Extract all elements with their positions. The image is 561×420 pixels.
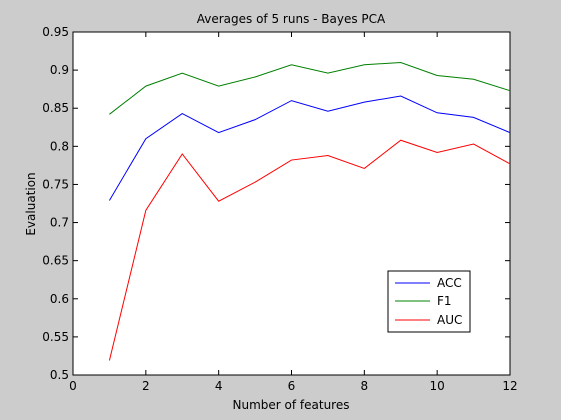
y-tick-label: 0.6 [50,292,69,306]
y-tick-label: 0.95 [42,25,69,39]
legend-label-f1: F1 [437,294,452,308]
legend: ACC F1 AUC [387,270,471,333]
series-line-auc [108,139,511,361]
axis-ticks: 0 2 4 6 8 10 12 0.5 0.55 0.6 0.65 0.7 0.75 0.8 0.85 0.9… [42,25,517,393]
x-tick-label: 4 [215,379,223,393]
y-tick-label: 0.65 [42,254,69,268]
series-line-f1 [109,61,511,115]
y-axis-label: Evaluation [24,172,38,235]
y-tick-label: 0.9 [50,63,69,77]
x-tick-label: 10 [430,379,445,393]
x-tick-label: 0 [69,379,77,393]
y-tick-label: 0.55 [42,330,69,344]
y-tick-label: 0.75 [42,177,69,191]
series-lines [108,61,511,361]
x-tick-label: 8 [361,379,369,393]
x-tick-label: 6 [288,379,296,393]
legend-label-auc: AUC [437,313,462,327]
y-tick-label: 0.7 [50,216,69,230]
y-tick-label: 0.8 [50,139,69,153]
y-tick-label: 0.85 [42,101,69,115]
x-tick-label: 2 [142,379,150,393]
legend-label-acc: ACC [437,276,462,290]
series-line-acc [108,95,511,201]
x-tick-label: 12 [502,379,517,393]
x-axis-label: Number of features [233,398,350,412]
y-tick-label: 0.5 [50,368,69,382]
chart-title: Averages of 5 runs - Bayes PCA [197,12,386,26]
